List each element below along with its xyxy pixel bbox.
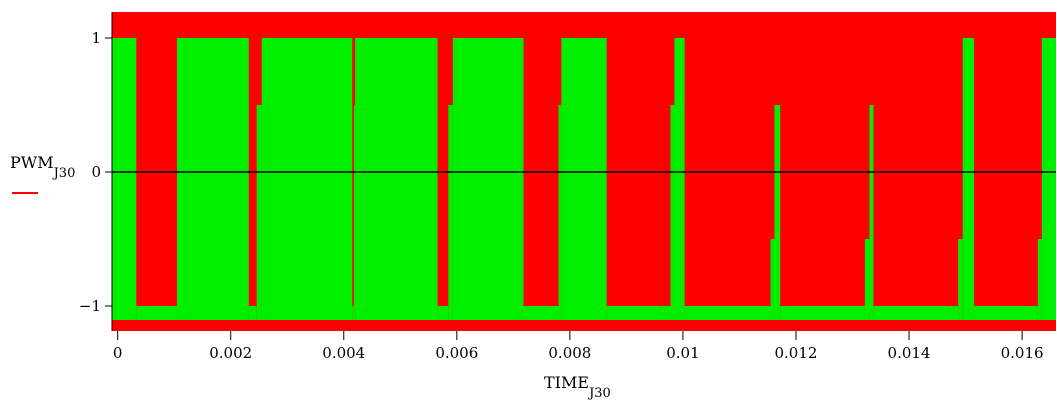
- x-axis-title: TIMEJ30: [544, 373, 611, 401]
- pwm-pulse-7: [353, 105, 356, 320]
- pwm-pulse-19: [770, 239, 775, 320]
- pwm-pulse-13: [558, 105, 562, 320]
- pwm-pulses: [112, 38, 1056, 320]
- pwm-pulse-25: [958, 239, 963, 320]
- y-tick-label-0: 1: [91, 29, 101, 47]
- pwm-pulse-5: [261, 38, 353, 320]
- pwm-pulse-8: [355, 38, 438, 320]
- y-axis-title: PWMJ30: [10, 153, 75, 181]
- pwm-pulse-28: [1037, 239, 1042, 320]
- pwm-pulse-0: [112, 38, 137, 320]
- pwm-pulse-17: [674, 38, 685, 320]
- y-axis-title-main: PWM: [10, 153, 54, 172]
- x-axis-ticks: 0 0.002 0.004 0.006 0.008 0.01 0.012 0.014 0.016: [113, 331, 1044, 362]
- pwm-pulse-26: [962, 38, 975, 320]
- x-tick-label-4: 0.008: [548, 344, 591, 362]
- pwm-pulse-12: [523, 306, 559, 320]
- x-tick-label-6: 0.012: [774, 344, 817, 362]
- y-tick-label-1: 0: [91, 163, 101, 181]
- pwm-pulse-29: [1041, 38, 1056, 320]
- pwm-pulse-22: [864, 239, 870, 320]
- y-tick-label-2: −1: [79, 297, 101, 315]
- pwm-pulse-15: [606, 306, 671, 320]
- pwm-pulse-18: [684, 306, 771, 320]
- x-axis-title-sub: J30: [587, 386, 611, 401]
- pwm-pulse-6: [352, 306, 354, 320]
- x-tick-label-5: 0.01: [666, 344, 699, 362]
- pwm-pulse-14: [561, 38, 607, 320]
- pwm-pulse-16: [670, 105, 675, 320]
- pwm-pulse-23: [869, 105, 874, 320]
- pwm-pulse-4: [256, 105, 262, 320]
- x-tick-label-3: 0.006: [435, 344, 478, 362]
- pwm-pulse-1: [136, 306, 178, 320]
- x-tick-label-1: 0.002: [209, 344, 252, 362]
- x-tick-label-0: 0: [113, 344, 123, 362]
- pwm-pulse-2: [177, 38, 249, 320]
- x-axis-title-main: TIME: [544, 373, 589, 392]
- y-axis-ticks: 1 0 −1: [79, 29, 112, 315]
- pwm-pulse-11: [452, 38, 524, 320]
- x-tick-label-2: 0.004: [322, 344, 365, 362]
- x-tick-label-7: 0.014: [888, 344, 931, 362]
- y-axis-title-sub: J30: [52, 166, 76, 181]
- pwm-pulse-3: [248, 306, 257, 320]
- pwm-pulse-24: [873, 306, 959, 320]
- pwm-pulse-27: [974, 306, 1038, 320]
- pwm-pulse-20: [774, 105, 781, 320]
- x-tick-label-8: 0.016: [1001, 344, 1044, 362]
- pwm-pulse-9: [437, 306, 449, 320]
- pwm-pulse-10: [448, 105, 453, 320]
- pwm-pulse-21: [780, 306, 865, 320]
